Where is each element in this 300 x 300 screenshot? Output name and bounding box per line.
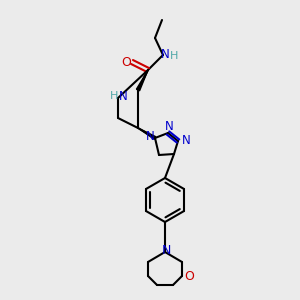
Text: O: O (184, 269, 194, 283)
Polygon shape (136, 70, 148, 91)
Text: N: N (165, 119, 173, 133)
Text: N: N (160, 47, 169, 61)
Text: O: O (121, 56, 131, 68)
Text: H: H (110, 91, 118, 101)
Text: H: H (170, 51, 178, 61)
Text: N: N (146, 130, 154, 142)
Text: N: N (118, 91, 127, 103)
Text: N: N (161, 244, 171, 257)
Text: N: N (182, 134, 190, 146)
Polygon shape (138, 128, 156, 139)
